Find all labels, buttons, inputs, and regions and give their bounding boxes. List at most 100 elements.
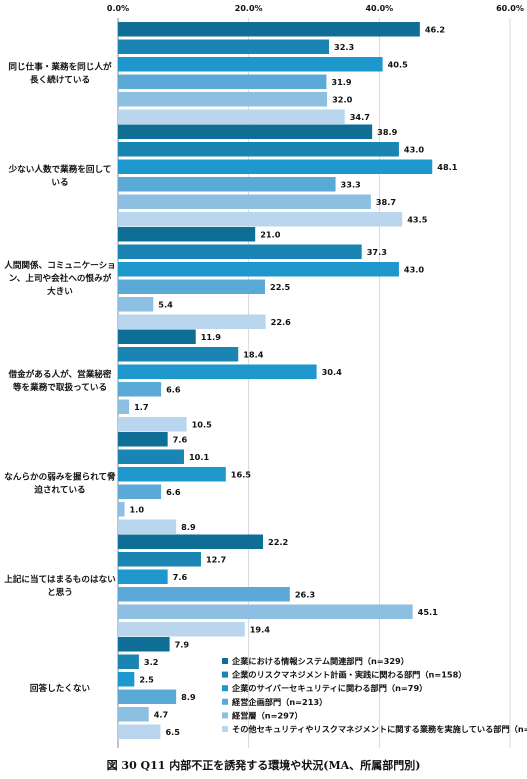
value-label: 8.9 — [181, 522, 196, 532]
value-label: 33.3 — [341, 179, 362, 189]
value-label: 46.2 — [425, 24, 445, 34]
category-label: 借金がある人が、営業秘密等を業務で取扱っている — [8, 368, 112, 393]
value-label: 22.2 — [268, 537, 288, 547]
bar — [118, 297, 154, 312]
legend-swatch — [222, 698, 228, 705]
bar — [118, 637, 170, 652]
value-label: 26.3 — [295, 589, 316, 599]
value-label: 6.5 — [165, 727, 180, 737]
value-label: 1.7 — [134, 402, 149, 412]
value-label: 34.7 — [350, 112, 371, 122]
legend-swatch — [222, 671, 228, 678]
bar — [118, 707, 149, 722]
value-label: 7.9 — [175, 639, 190, 649]
x-tick-label: 60.0% — [496, 4, 524, 13]
legend-entry: その他セキュリティやリスクマネジメントに関する業務を実施している部門（n=124… — [232, 724, 527, 734]
legend-swatch — [222, 726, 228, 732]
category-label: 回答したくない — [30, 682, 91, 694]
bar — [118, 552, 201, 567]
bar — [118, 534, 264, 549]
value-label: 6.6 — [166, 384, 181, 394]
value-label: 10.5 — [192, 419, 213, 429]
bar — [118, 22, 420, 37]
x-tick-label: 0.0% — [107, 4, 129, 13]
bar — [118, 449, 184, 464]
value-label: 40.5 — [388, 59, 409, 69]
bar — [118, 314, 266, 329]
value-label: 19.4 — [250, 624, 271, 634]
legend-entry: 企業のリスクマネジメント計画・実践に関わる部門（n=158） — [231, 670, 466, 680]
value-label: 43.5 — [407, 214, 428, 224]
category-labels: 同じ仕事・業務を同じ人が長く続けている少ない人数で業務を回している人間関係、コミ… — [4, 61, 116, 695]
x-tick-label: 20.0% — [235, 4, 263, 13]
value-label: 10.1 — [189, 452, 210, 462]
bar — [118, 74, 327, 89]
bar — [118, 109, 345, 124]
bar — [118, 39, 330, 54]
value-label: 11.9 — [201, 332, 222, 342]
bar — [118, 604, 413, 619]
bar — [118, 57, 383, 72]
bar — [118, 432, 168, 447]
value-label: 6.6 — [166, 487, 181, 497]
legend-entry: 経営企画部門（n=213） — [232, 697, 327, 707]
bar — [118, 484, 162, 499]
value-label: 43.0 — [404, 264, 425, 274]
legend-swatch — [222, 685, 228, 692]
value-label: 38.7 — [376, 197, 397, 207]
value-label: 3.2 — [144, 657, 159, 667]
value-label: 8.9 — [181, 692, 196, 702]
bar — [118, 279, 265, 294]
bar — [118, 399, 130, 414]
bar — [118, 124, 373, 139]
bar — [118, 622, 245, 637]
bar — [118, 347, 239, 362]
value-label: 43.0 — [404, 144, 425, 154]
bar — [118, 159, 433, 174]
value-label: 7.6 — [173, 434, 188, 444]
value-label: 12.7 — [206, 554, 227, 564]
category-label: 上記に当てはまるものはないと思う — [4, 573, 116, 598]
value-label: 7.6 — [173, 572, 188, 582]
bar — [118, 329, 196, 344]
value-label: 22.5 — [270, 282, 291, 292]
bar — [118, 177, 336, 192]
figure-caption: 図 30 Q11 内部不正を誘発する環境や状況(MA、所属部門別) — [106, 759, 421, 772]
bar — [118, 519, 177, 534]
bar — [118, 212, 403, 227]
bar — [118, 262, 399, 277]
value-label: 1.0 — [130, 504, 145, 514]
bars — [118, 22, 433, 739]
bar — [118, 587, 290, 602]
category-label: 人間関係、コミュニケーション、上司や会社への恨みが大きい — [4, 259, 116, 297]
bar — [118, 467, 226, 482]
value-label: 16.5 — [231, 469, 252, 479]
value-label: 5.4 — [158, 299, 173, 309]
bar — [118, 502, 125, 517]
value-label: 31.9 — [331, 77, 352, 87]
bar — [118, 227, 256, 242]
value-label: 21.0 — [260, 229, 281, 239]
bar — [118, 569, 168, 584]
value-label: 22.6 — [271, 317, 292, 327]
bar — [118, 672, 135, 687]
bar — [118, 417, 187, 432]
value-label: 4.7 — [154, 709, 169, 719]
bar — [118, 142, 399, 157]
legend-swatch — [222, 712, 228, 719]
value-label: 30.4 — [322, 367, 343, 377]
x-tick-label: 40.0% — [365, 4, 393, 13]
legend-entry: 経営層（n=297） — [232, 710, 303, 720]
bar — [118, 689, 177, 704]
bar — [118, 92, 328, 107]
legend-entry: 企業のサイバーセキュリティに関わる部門（n=79） — [231, 683, 427, 693]
bar — [118, 244, 362, 259]
bar — [118, 724, 161, 739]
bar — [118, 654, 139, 669]
value-label: 48.1 — [437, 162, 458, 172]
category-label: 少ない人数で業務を回している — [8, 163, 112, 188]
value-labels: 46.2 32.3 40.5 31.9 32.0 34.7 38.9 43.0 48.1 33.3… — [130, 24, 458, 737]
legend: 企業における情報システム関連部門（n=329） 企業のリスクマネジメント計画・実践… — [222, 656, 527, 734]
value-label: 32.3 — [334, 42, 355, 52]
